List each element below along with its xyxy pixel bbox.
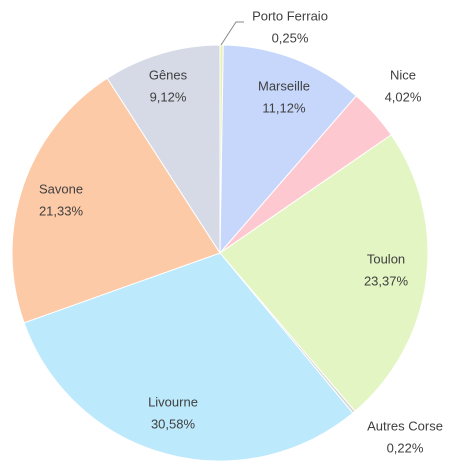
slice-value-label: 30,58%: [151, 416, 196, 431]
slice-value-label: 0,22%: [387, 440, 424, 455]
pie-slice: [219, 44, 357, 255]
slice-label: Porto Ferraio: [252, 8, 328, 23]
slice-label: Marseille: [258, 78, 310, 93]
slice-value-label: 21,33%: [39, 203, 84, 218]
slice-label: Autres Corse: [367, 418, 443, 433]
slice-label: Savone: [39, 181, 83, 196]
slice-label: Gênes: [149, 67, 188, 82]
pie-slice: [106, 44, 221, 255]
slice-label: Toulon: [367, 251, 405, 266]
leader-line: [220, 21, 244, 46]
slice-label: Livourne: [148, 394, 198, 409]
slice-label: Nice: [390, 67, 416, 82]
pie-slice: [23, 252, 354, 462]
slice-value-label: 11,12%: [262, 100, 306, 115]
slice-value-label: 23,37%: [364, 273, 409, 288]
slice-value-label: 4,02%: [385, 89, 422, 104]
slice-value-label: 9,12%: [150, 89, 187, 104]
slice-value-label: 0,25%: [272, 30, 309, 45]
pie-slice: [11, 77, 221, 324]
pie-slice: [219, 134, 429, 412]
